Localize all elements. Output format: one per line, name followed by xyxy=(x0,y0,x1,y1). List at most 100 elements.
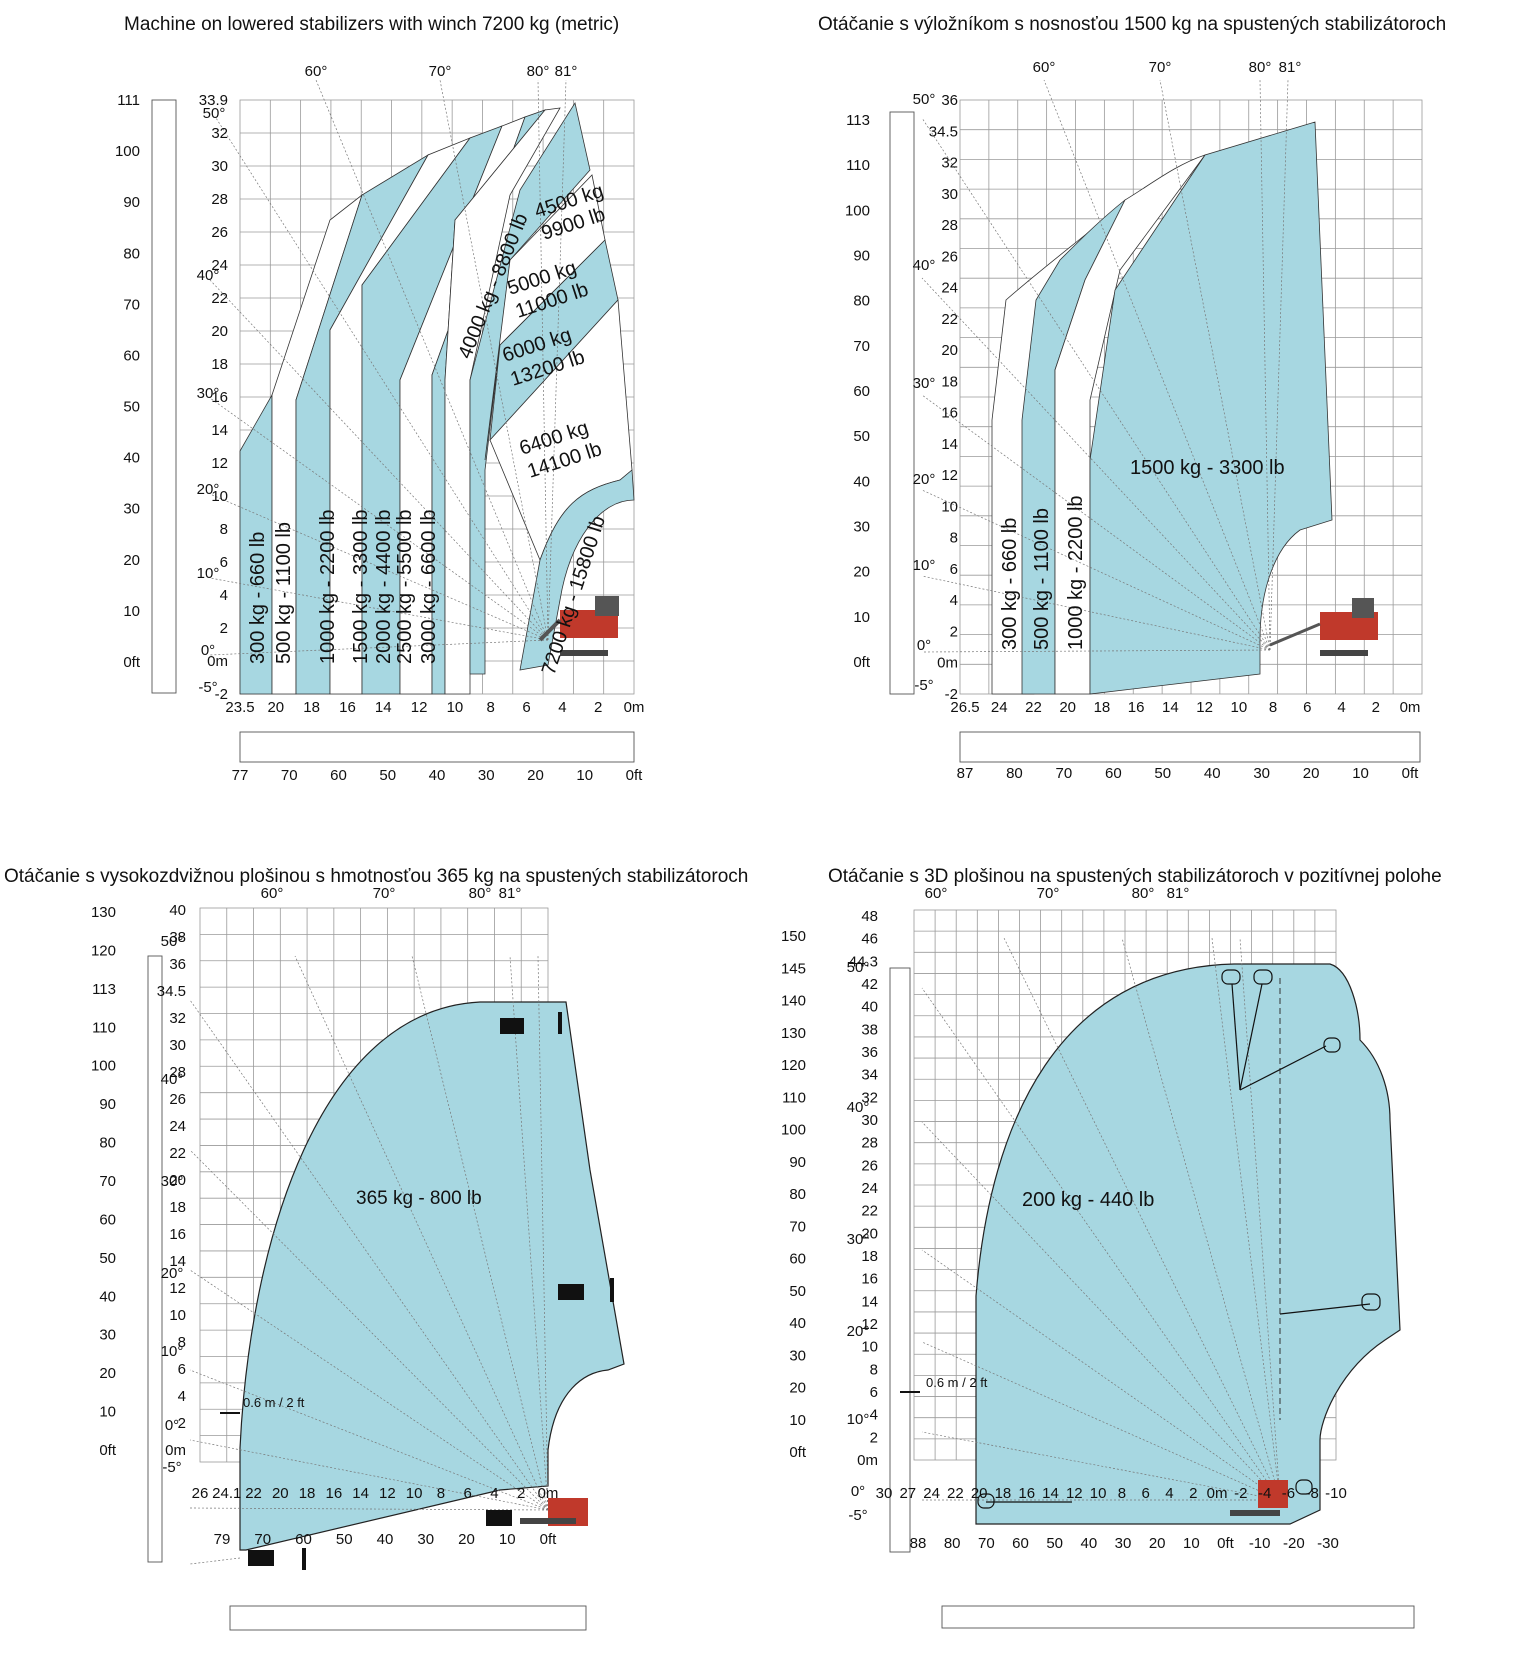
x-tick-label-m: 10 xyxy=(1090,1485,1107,1502)
y-tick-label-m: 16 xyxy=(169,1226,186,1243)
chart-1-ft-ruler xyxy=(151,99,177,694)
x-tick-label-ft: 40 xyxy=(377,1531,394,1548)
zone-label: 300 kg - 660 lb xyxy=(999,518,1021,650)
y-tick-label-m: 10 xyxy=(861,1339,878,1356)
x-tick-label-ft: 0ft xyxy=(540,1531,558,1548)
x-tick-label-m: 4 xyxy=(558,699,566,716)
y-tick-label-m: 32 xyxy=(211,125,228,142)
y-tick-label-ft: 150 xyxy=(781,928,806,945)
x-tick-label-m: 14 xyxy=(352,1485,369,1502)
x-tick-label-m: -8 xyxy=(1306,1485,1319,1502)
y-tick-label-m: 34.5 xyxy=(929,123,958,140)
chart-3-ft-ruler xyxy=(147,955,163,1563)
x-tick-label-ft: 50 xyxy=(1046,1535,1063,1552)
angle-label: 20° xyxy=(197,481,220,498)
y-tick-label-m: 0m xyxy=(165,1442,186,1459)
y-tick-label-m: 26 xyxy=(941,248,958,265)
y-tick-label-ft: 90 xyxy=(789,1154,806,1171)
y-tick-label-ft: 113 xyxy=(846,112,870,129)
y-tick-label-ft: 30 xyxy=(789,1347,806,1364)
angle-label: 81° xyxy=(499,885,522,902)
x-tick-label-ft: 10 xyxy=(576,767,593,784)
x-tick-label-m: 2 xyxy=(517,1485,525,1502)
y-tick-label-ft: 10 xyxy=(123,603,140,620)
y-tick-label-m: 8 xyxy=(870,1361,878,1378)
x-tick-label-m: 12 xyxy=(379,1485,396,1502)
x-tick-label-ft: 70 xyxy=(978,1535,995,1552)
y-tick-label-ft: 145 xyxy=(781,960,806,977)
angle-label: 70° xyxy=(1149,59,1172,76)
x-tick-label-m: 2 xyxy=(1189,1485,1197,1502)
y-tick-label-ft: 110 xyxy=(92,1019,116,1036)
y-tick-label-m: 2 xyxy=(950,623,958,640)
chart-3-platform-icons xyxy=(248,1012,614,1570)
chart-3-ticks: 40383634.532302826242220181614121086420m… xyxy=(91,885,558,1548)
x-tick-label-ft: 20 xyxy=(458,1531,475,1548)
chart-2-ft-ruler xyxy=(889,111,915,695)
y-tick-label-m: 30 xyxy=(211,158,228,175)
angle-label: 40° xyxy=(161,1071,184,1088)
x-tick-label-ft: 20 xyxy=(527,767,544,784)
y-tick-label-ft: 0ft xyxy=(99,1442,117,1459)
y-tick-label-ft: 110 xyxy=(846,157,870,174)
y-tick-label-m: 38 xyxy=(861,1021,878,1038)
y-tick-label-ft: 70 xyxy=(123,296,140,313)
x-tick-label-m: 22 xyxy=(1025,699,1042,716)
x-tick-label-ft: 10 xyxy=(1183,1535,1200,1552)
y-tick-label-m: -2 xyxy=(945,686,958,703)
x-tick-label-ft: 30 xyxy=(1115,1535,1132,1552)
angle-label: 30° xyxy=(847,1231,870,1248)
x-tick-label-ft: 79 xyxy=(214,1531,231,1548)
y-tick-label-ft: 40 xyxy=(853,473,870,490)
angle-label: 60° xyxy=(261,885,284,902)
y-tick-label-m: 20 xyxy=(169,1172,186,1189)
x-tick-label-m: 8 xyxy=(1118,1485,1126,1502)
x-tick-label-m: 4 xyxy=(490,1485,498,1502)
zone-label: 300 kg - 660 lb xyxy=(247,532,269,664)
y-tick-label-m: 38 xyxy=(169,929,186,946)
x-tick-label-ft: -20 xyxy=(1283,1535,1305,1552)
y-tick-label-ft: 70 xyxy=(853,338,870,355)
angle-label: 60° xyxy=(305,63,328,80)
y-tick-label-m: 8 xyxy=(220,521,228,538)
x-tick-label-m: 2 xyxy=(1372,699,1380,716)
x-tick-label-m: 24.1 xyxy=(212,1485,241,1502)
y-tick-label-m: 12 xyxy=(941,467,958,484)
x-tick-label-ft: 30 xyxy=(1253,765,1270,782)
y-tick-label-m: 24 xyxy=(941,280,958,297)
y-tick-label-m: 12 xyxy=(169,1280,186,1297)
x-tick-label-m: 8 xyxy=(487,699,495,716)
angle-label: 10° xyxy=(847,1411,870,1428)
zone-label: 500 kg - 1100 lb xyxy=(273,522,295,664)
y-tick-label-ft: 50 xyxy=(123,399,140,416)
y-tick-label-m: 8 xyxy=(950,530,958,547)
y-tick-label-m: 28 xyxy=(861,1135,878,1152)
x-tick-label-ft: 30 xyxy=(417,1531,434,1548)
y-tick-label-m: 40 xyxy=(169,902,186,919)
y-tick-label-ft: 80 xyxy=(789,1186,806,1203)
chart-3-rays xyxy=(189,955,549,1565)
y-tick-label-m: 16 xyxy=(211,389,228,406)
chart-2-machine-icon xyxy=(1269,598,1378,656)
angle-label: 40° xyxy=(913,257,936,274)
y-tick-label-m: 28 xyxy=(169,1064,186,1081)
y-tick-label-m: 4 xyxy=(950,592,958,609)
y-tick-label-ft: 10 xyxy=(853,609,870,626)
zone-label: 365 kg - 800 lb xyxy=(356,1188,482,1209)
x-tick-label-ft: 50 xyxy=(336,1531,353,1548)
y-tick-label-ft: 0ft xyxy=(853,654,871,671)
y-tick-label-ft: 113 xyxy=(92,981,116,998)
x-tick-label-m: 30 xyxy=(876,1485,893,1502)
y-tick-label-m: 16 xyxy=(941,405,958,422)
angle-label: 20° xyxy=(847,1323,870,1340)
chart-4-offset-label: 0.6 m / 2 ft xyxy=(926,1375,988,1390)
y-tick-label-m: 18 xyxy=(861,1248,878,1265)
x-tick-label-m: 22 xyxy=(245,1485,262,1502)
chart-title-2: Otáčanie s výložníkom s nosnosťou 1500 k… xyxy=(818,14,1447,35)
y-tick-label-m: 6 xyxy=(220,554,228,571)
chart-3-offset-label: 0.6 m / 2 ft xyxy=(243,1395,305,1410)
y-tick-label-m: 12 xyxy=(861,1316,878,1333)
chart-4-ft-ruler-x xyxy=(941,1605,1415,1629)
x-tick-label-ft: 50 xyxy=(1154,765,1171,782)
x-tick-label-m: 12 xyxy=(411,699,428,716)
